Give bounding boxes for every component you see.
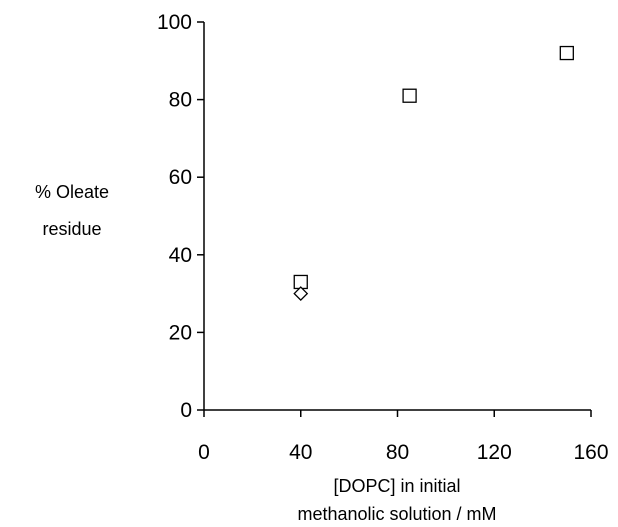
- x-ticks: 0 40 80 120 160: [198, 410, 609, 464]
- y-axis-title-line-2: residue: [42, 219, 101, 239]
- axes: [203, 22, 591, 411]
- y-tick-label: 20: [169, 321, 192, 344]
- y-tick-label: 40: [169, 244, 192, 267]
- y-tick-label: 100: [157, 11, 192, 34]
- x-tick-label: 0: [198, 441, 210, 464]
- y-ticks: 0 20 40 60 80 100: [157, 11, 204, 422]
- x-tick-label: 80: [386, 441, 409, 464]
- x-tick-label: 40: [289, 441, 312, 464]
- x-axis-title-line-1: [DOPC] in initial: [333, 476, 460, 496]
- y-axis-title: % Oleate residue: [35, 182, 109, 239]
- x-axis-title-line-2: methanolic solution / mM: [297, 504, 496, 524]
- diamond-point: [293, 286, 309, 302]
- data-points: [293, 45, 574, 302]
- x-tick-label: 160: [573, 441, 608, 464]
- square-point: [402, 88, 417, 103]
- square-point: [559, 45, 574, 61]
- y-tick-label: 80: [169, 89, 192, 112]
- y-tick-label: 60: [169, 166, 192, 189]
- y-tick-label: 0: [180, 399, 192, 422]
- x-tick-label: 120: [477, 441, 512, 464]
- x-axis-title: [DOPC] in initial methanolic solution / …: [297, 476, 496, 524]
- y-axis-title-line-1: % Oleate: [35, 182, 109, 202]
